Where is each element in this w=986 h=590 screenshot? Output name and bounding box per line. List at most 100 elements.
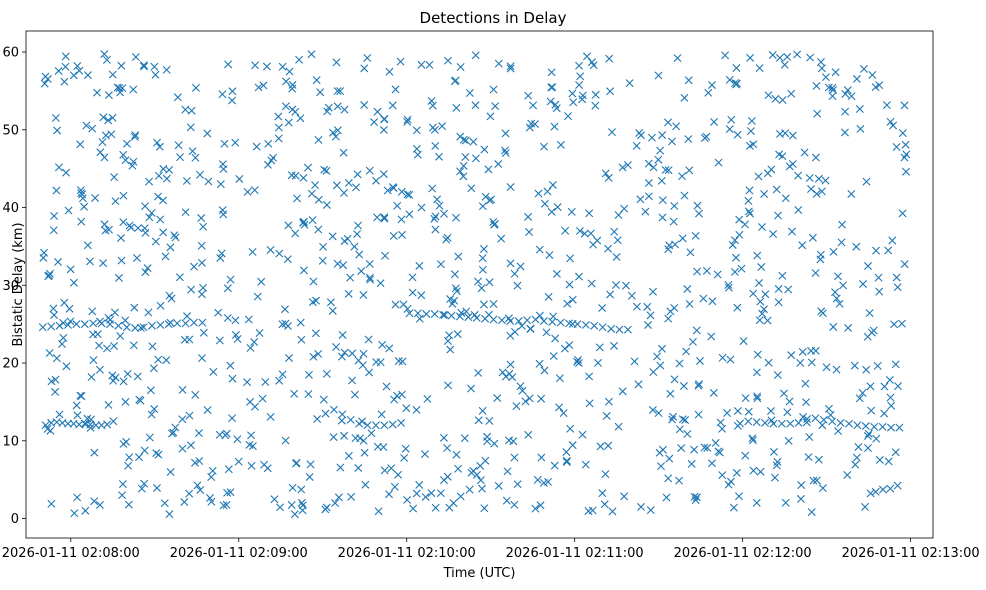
y-axis-title: Bistatic Delay (km) bbox=[11, 222, 26, 346]
scatter-point-clutter bbox=[768, 51, 777, 60]
scatter-point-clutter bbox=[872, 434, 881, 443]
scatter-point-clutter bbox=[831, 68, 840, 77]
scatter-point-clutter bbox=[417, 60, 426, 69]
scatter-point-clutter bbox=[547, 207, 556, 216]
scatter-point-clutter bbox=[852, 242, 861, 251]
scatter-point-clutter bbox=[481, 456, 490, 465]
scatter-point-track-a bbox=[189, 318, 198, 327]
scatter-point-clutter bbox=[744, 196, 753, 205]
scatter-point-clutter bbox=[431, 225, 440, 234]
scatter-point-clutter bbox=[443, 233, 452, 242]
scatter-point-clutter bbox=[104, 225, 113, 234]
scatter-point-clutter bbox=[769, 447, 778, 456]
scatter-point-clutter bbox=[588, 506, 597, 515]
scatter-point-clutter bbox=[763, 169, 772, 178]
scatter-point-clutter bbox=[450, 296, 459, 305]
scatter-point-clutter bbox=[838, 220, 847, 229]
scatter-point-clutter bbox=[779, 389, 788, 398]
scatter-point-clutter bbox=[657, 176, 666, 185]
scatter-point-clutter bbox=[154, 450, 163, 459]
scatter-point-clutter bbox=[545, 251, 554, 260]
scatter-point-clutter bbox=[814, 455, 823, 464]
scatter-point-clutter bbox=[252, 142, 261, 151]
scatter-point-clutter bbox=[408, 273, 417, 282]
scatter-point-clutter bbox=[512, 402, 521, 411]
scatter-point-clutter bbox=[630, 357, 639, 366]
scatter-point-track-e bbox=[744, 417, 753, 426]
scatter-point-clutter bbox=[589, 240, 598, 249]
scatter-point-clutter bbox=[862, 365, 871, 374]
scatter-point-clutter bbox=[412, 144, 421, 153]
scatter-point-clutter bbox=[474, 416, 483, 425]
scatter-point-clutter bbox=[308, 216, 317, 225]
scatter-point-clutter bbox=[139, 61, 148, 70]
scatter-point-clutter bbox=[318, 256, 327, 265]
scatter-point-clutter bbox=[320, 165, 329, 174]
scatter-point-clutter bbox=[516, 382, 525, 391]
scatter-point-clutter bbox=[100, 50, 109, 59]
scatter-point-clutter bbox=[551, 100, 560, 109]
scatter-point-clutter bbox=[203, 129, 212, 138]
scatter-point-clutter bbox=[147, 208, 156, 217]
scatter-point-clutter bbox=[732, 80, 741, 89]
scatter-point-clutter bbox=[829, 322, 838, 331]
scatter-point-clutter bbox=[888, 236, 897, 245]
scatter-point-clutter bbox=[196, 486, 205, 495]
scatter-point-clutter bbox=[868, 70, 877, 79]
scatter-point-track-e bbox=[752, 418, 761, 427]
scatter-point-clutter bbox=[109, 417, 118, 426]
scatter-point-clutter bbox=[491, 102, 500, 111]
scatter-point-clutter bbox=[274, 134, 283, 143]
scatter-point-clutter bbox=[53, 126, 62, 135]
scatter-point-clutter bbox=[308, 298, 317, 307]
scatter-point-track-d bbox=[430, 310, 439, 319]
scatter-point-clutter bbox=[297, 498, 306, 507]
scatter-point-clutter bbox=[509, 437, 518, 446]
scatter-point-clutter bbox=[45, 349, 54, 358]
scatter-point-clutter bbox=[380, 466, 389, 475]
scatter-point-clutter bbox=[843, 471, 852, 480]
scatter-point-clutter bbox=[86, 423, 95, 432]
scatter-point-clutter bbox=[469, 137, 478, 146]
scatter-point-clutter bbox=[359, 291, 368, 300]
scatter-point-clutter bbox=[900, 260, 909, 269]
scatter-point-clutter bbox=[400, 453, 409, 462]
scatter-point-clutter bbox=[183, 312, 192, 321]
scatter-point-clutter bbox=[685, 300, 694, 308]
scatter-point-clutter bbox=[119, 377, 128, 386]
scatter-point-track-d bbox=[497, 316, 506, 325]
scatter-point-clutter bbox=[398, 230, 407, 239]
scatter-point-clutter bbox=[678, 234, 687, 243]
scatter-point-clutter bbox=[758, 309, 767, 318]
scatter-point-clutter bbox=[461, 136, 470, 145]
scatter-point-clutter bbox=[166, 468, 175, 477]
scatter-point-clutter bbox=[606, 87, 615, 96]
scatter-point-clutter bbox=[869, 326, 878, 335]
scatter-point-clutter bbox=[501, 146, 510, 155]
scatter-point-clutter bbox=[309, 352, 318, 361]
scatter-point-clutter bbox=[818, 484, 827, 493]
scatter-point-clutter bbox=[326, 298, 335, 307]
scatter-point-clutter bbox=[261, 378, 270, 386]
scatter-point-clutter bbox=[159, 228, 168, 237]
scatter-point-clutter bbox=[191, 153, 200, 162]
scatter-point-clutter bbox=[886, 393, 895, 402]
scatter-point-clutter bbox=[219, 501, 228, 510]
scatter-point-track-d bbox=[590, 321, 599, 330]
scatter-point-clutter bbox=[567, 207, 576, 216]
scatter-point-clutter bbox=[439, 476, 448, 485]
scatter-point-clutter bbox=[262, 62, 271, 71]
scatter-point-clutter bbox=[569, 98, 578, 107]
y-tick-label: 50 bbox=[2, 123, 19, 138]
scatter-point-clutter bbox=[833, 272, 842, 281]
scatter-point-clutter bbox=[524, 91, 533, 100]
scatter-point-clutter bbox=[755, 316, 764, 325]
scatter-point-clutter bbox=[336, 87, 345, 96]
scatter-point-clutter bbox=[859, 64, 868, 73]
scatter-point-clutter bbox=[892, 273, 901, 282]
scatter-point-clutter bbox=[427, 489, 436, 498]
scatter-point-clutter bbox=[600, 500, 609, 509]
scatter-point-clutter bbox=[637, 502, 645, 511]
scatter-point-clutter bbox=[678, 172, 687, 181]
